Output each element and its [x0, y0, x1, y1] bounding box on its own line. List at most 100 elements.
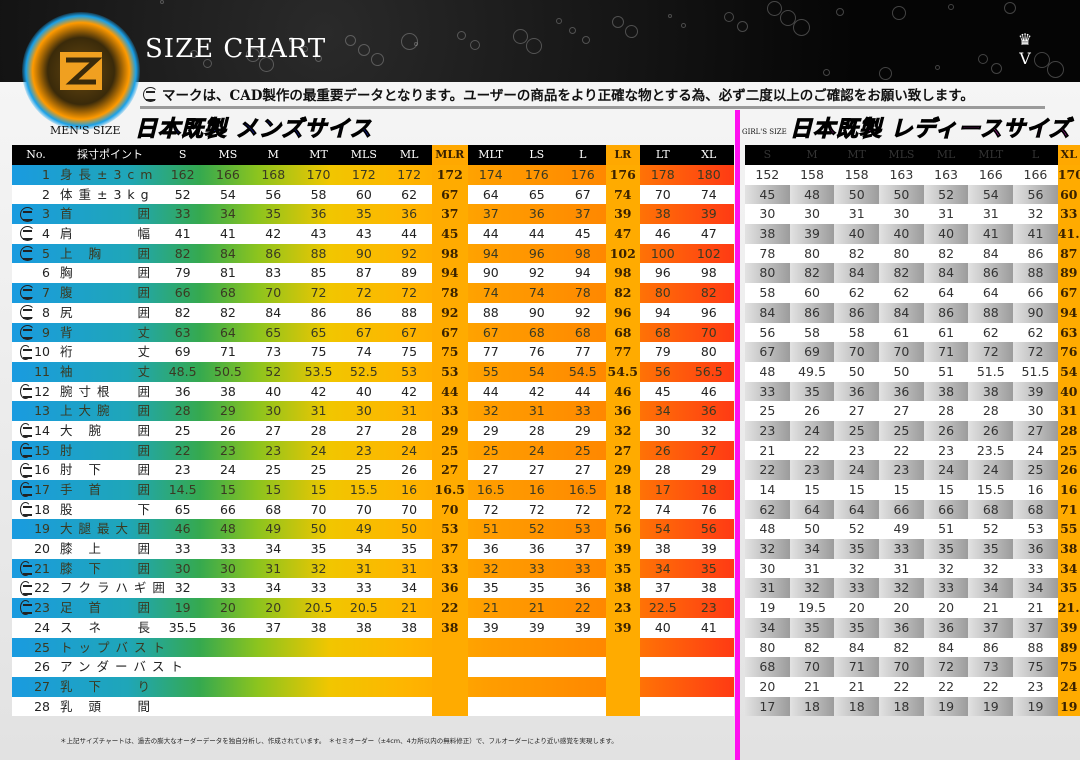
measurement-type: 囲 [137, 285, 156, 301]
value-cell: 39 [789, 224, 835, 244]
row-number-cell: 13 [12, 401, 60, 421]
measurement-name: 裄 [60, 344, 79, 360]
value-cell: 27 [700, 442, 717, 458]
value-cell: 37 [265, 619, 282, 635]
measurement-type: 丈 [137, 363, 156, 379]
value-cell: 71 [1057, 499, 1080, 520]
value-cell: 26 [654, 442, 671, 458]
value-cell [251, 697, 296, 717]
measurement-point: 上大腕 囲 [60, 401, 160, 421]
value-cell: 26 [923, 420, 969, 441]
column-header-mlt: MLT [478, 148, 504, 161]
value-cell: 36 [574, 580, 591, 596]
value-cell: 82 [174, 304, 191, 320]
value-cell: 15 [893, 482, 910, 497]
value-cell: 18 [879, 696, 924, 717]
value-cell: 32 [605, 420, 640, 441]
value-cell: 39 [574, 619, 591, 635]
value-cell: 27 [482, 462, 499, 478]
value-cell: 54 [1057, 361, 1080, 382]
value-cell: 58 [310, 186, 327, 202]
table-row: 1 身長±3cm 162 166 168 170 172 172 172 174 176 176 176… [12, 165, 734, 185]
value-cell: 94 [654, 304, 671, 320]
cad-mark-icon [20, 246, 35, 262]
value-cell: 49 [355, 521, 372, 537]
measurement-point: 腹囲 [60, 283, 160, 303]
column-header-xl: XL [701, 148, 717, 161]
value-cell: 25 [834, 420, 880, 441]
value-cell: 158 [844, 167, 869, 182]
value-cell: 22 [982, 678, 999, 694]
value-cell: 68 [654, 324, 671, 340]
value-cell: 31 [1057, 401, 1080, 421]
value-cell: 172 [351, 167, 376, 182]
value-cell [205, 677, 250, 697]
value-cell: 22 [804, 442, 820, 458]
measurement-point: 尻囲 [60, 303, 160, 323]
row-number: 26 [34, 659, 50, 675]
value-cell: 22.5 [648, 600, 677, 616]
cad-mark-icon [20, 344, 33, 360]
value-cell: 163 [889, 167, 914, 182]
value-cell: 70 [879, 342, 924, 362]
value-cell: 27 [431, 460, 468, 481]
table-row: 9 背丈 63 64 65 65 67 67 67 67 68 68 68 68 70 [12, 322, 734, 343]
value-cell: 168 [261, 167, 286, 182]
table-row: 56 58 58 61 61 62 62 63 [745, 322, 1080, 343]
value-cell: 48 [759, 521, 776, 537]
value-cell: 33 [745, 381, 790, 402]
value-cell [686, 677, 732, 697]
value-cell [640, 697, 686, 717]
value-cell: 35 [834, 617, 880, 638]
value-cell: 28 [1057, 420, 1080, 441]
measurement-type: 囲 [137, 245, 156, 261]
row-number-cell: 27 [12, 677, 60, 697]
measurement-point: 腕寸根 囲 [60, 382, 160, 402]
value-cell: 25 [879, 420, 924, 441]
bubble-decoration [289, 37, 294, 42]
measurement-type: 幅 [137, 226, 156, 242]
value-cell: 24 [834, 460, 880, 481]
page-title: SIZE CHART [145, 34, 327, 64]
value-cell: 33 [174, 541, 191, 557]
value-cell: 68 [605, 322, 640, 343]
value-cell: 64 [938, 285, 955, 301]
value-cell: 14 [759, 482, 776, 497]
value-cell: 50.5 [214, 363, 242, 379]
table-row: 48 49.5 50 50 51 51.5 51.5 54 [745, 361, 1080, 382]
cad-mark-icon [20, 383, 33, 399]
value-cell: 47 [605, 224, 640, 244]
value-cell: 15 [310, 482, 327, 497]
value-cell: 30 [804, 206, 820, 222]
table-row: 5 上 胸 囲 82 84 86 88 90 92 98 94 96 98 102 100 102 [12, 243, 734, 264]
value-cell: 25 [431, 440, 468, 461]
value-cell: 74 [528, 285, 545, 301]
value-cell: 32 [310, 560, 327, 576]
value-cell: 34 [789, 539, 835, 559]
value-cell: 77 [605, 342, 640, 362]
table-header-row: S M MT MLS ML MLT L XL [745, 145, 1080, 165]
row-number-cell: 14 [12, 421, 60, 441]
measurement-point: 膝 上囲 [60, 539, 160, 559]
value-cell: 64 [482, 186, 499, 202]
bubble-decoration [978, 54, 988, 64]
value-cell [205, 638, 250, 658]
value-cell: 72 [923, 657, 969, 677]
value-cell: 48.5 [168, 363, 197, 379]
value-cell: 25 [574, 442, 591, 458]
measurement-name: 腹 [60, 285, 79, 301]
value-cell [251, 638, 296, 658]
value-cell: 34 [745, 617, 790, 638]
value-cell [296, 638, 341, 658]
table-row: 62 64 64 66 66 68 68 71 [745, 499, 1080, 520]
value-cell: 51 [938, 363, 955, 379]
measurement-point: 背丈 [60, 323, 160, 343]
row-number: 27 [34, 678, 50, 694]
value-cell: 71 [219, 344, 236, 360]
measurement-name: ス ネ [60, 619, 107, 635]
row-number: 15 [34, 442, 50, 458]
row-number-cell: 1 [12, 165, 60, 185]
bubble-decoration [612, 16, 624, 28]
value-cell: 86 [355, 304, 372, 320]
value-cell: 38 [355, 619, 372, 635]
